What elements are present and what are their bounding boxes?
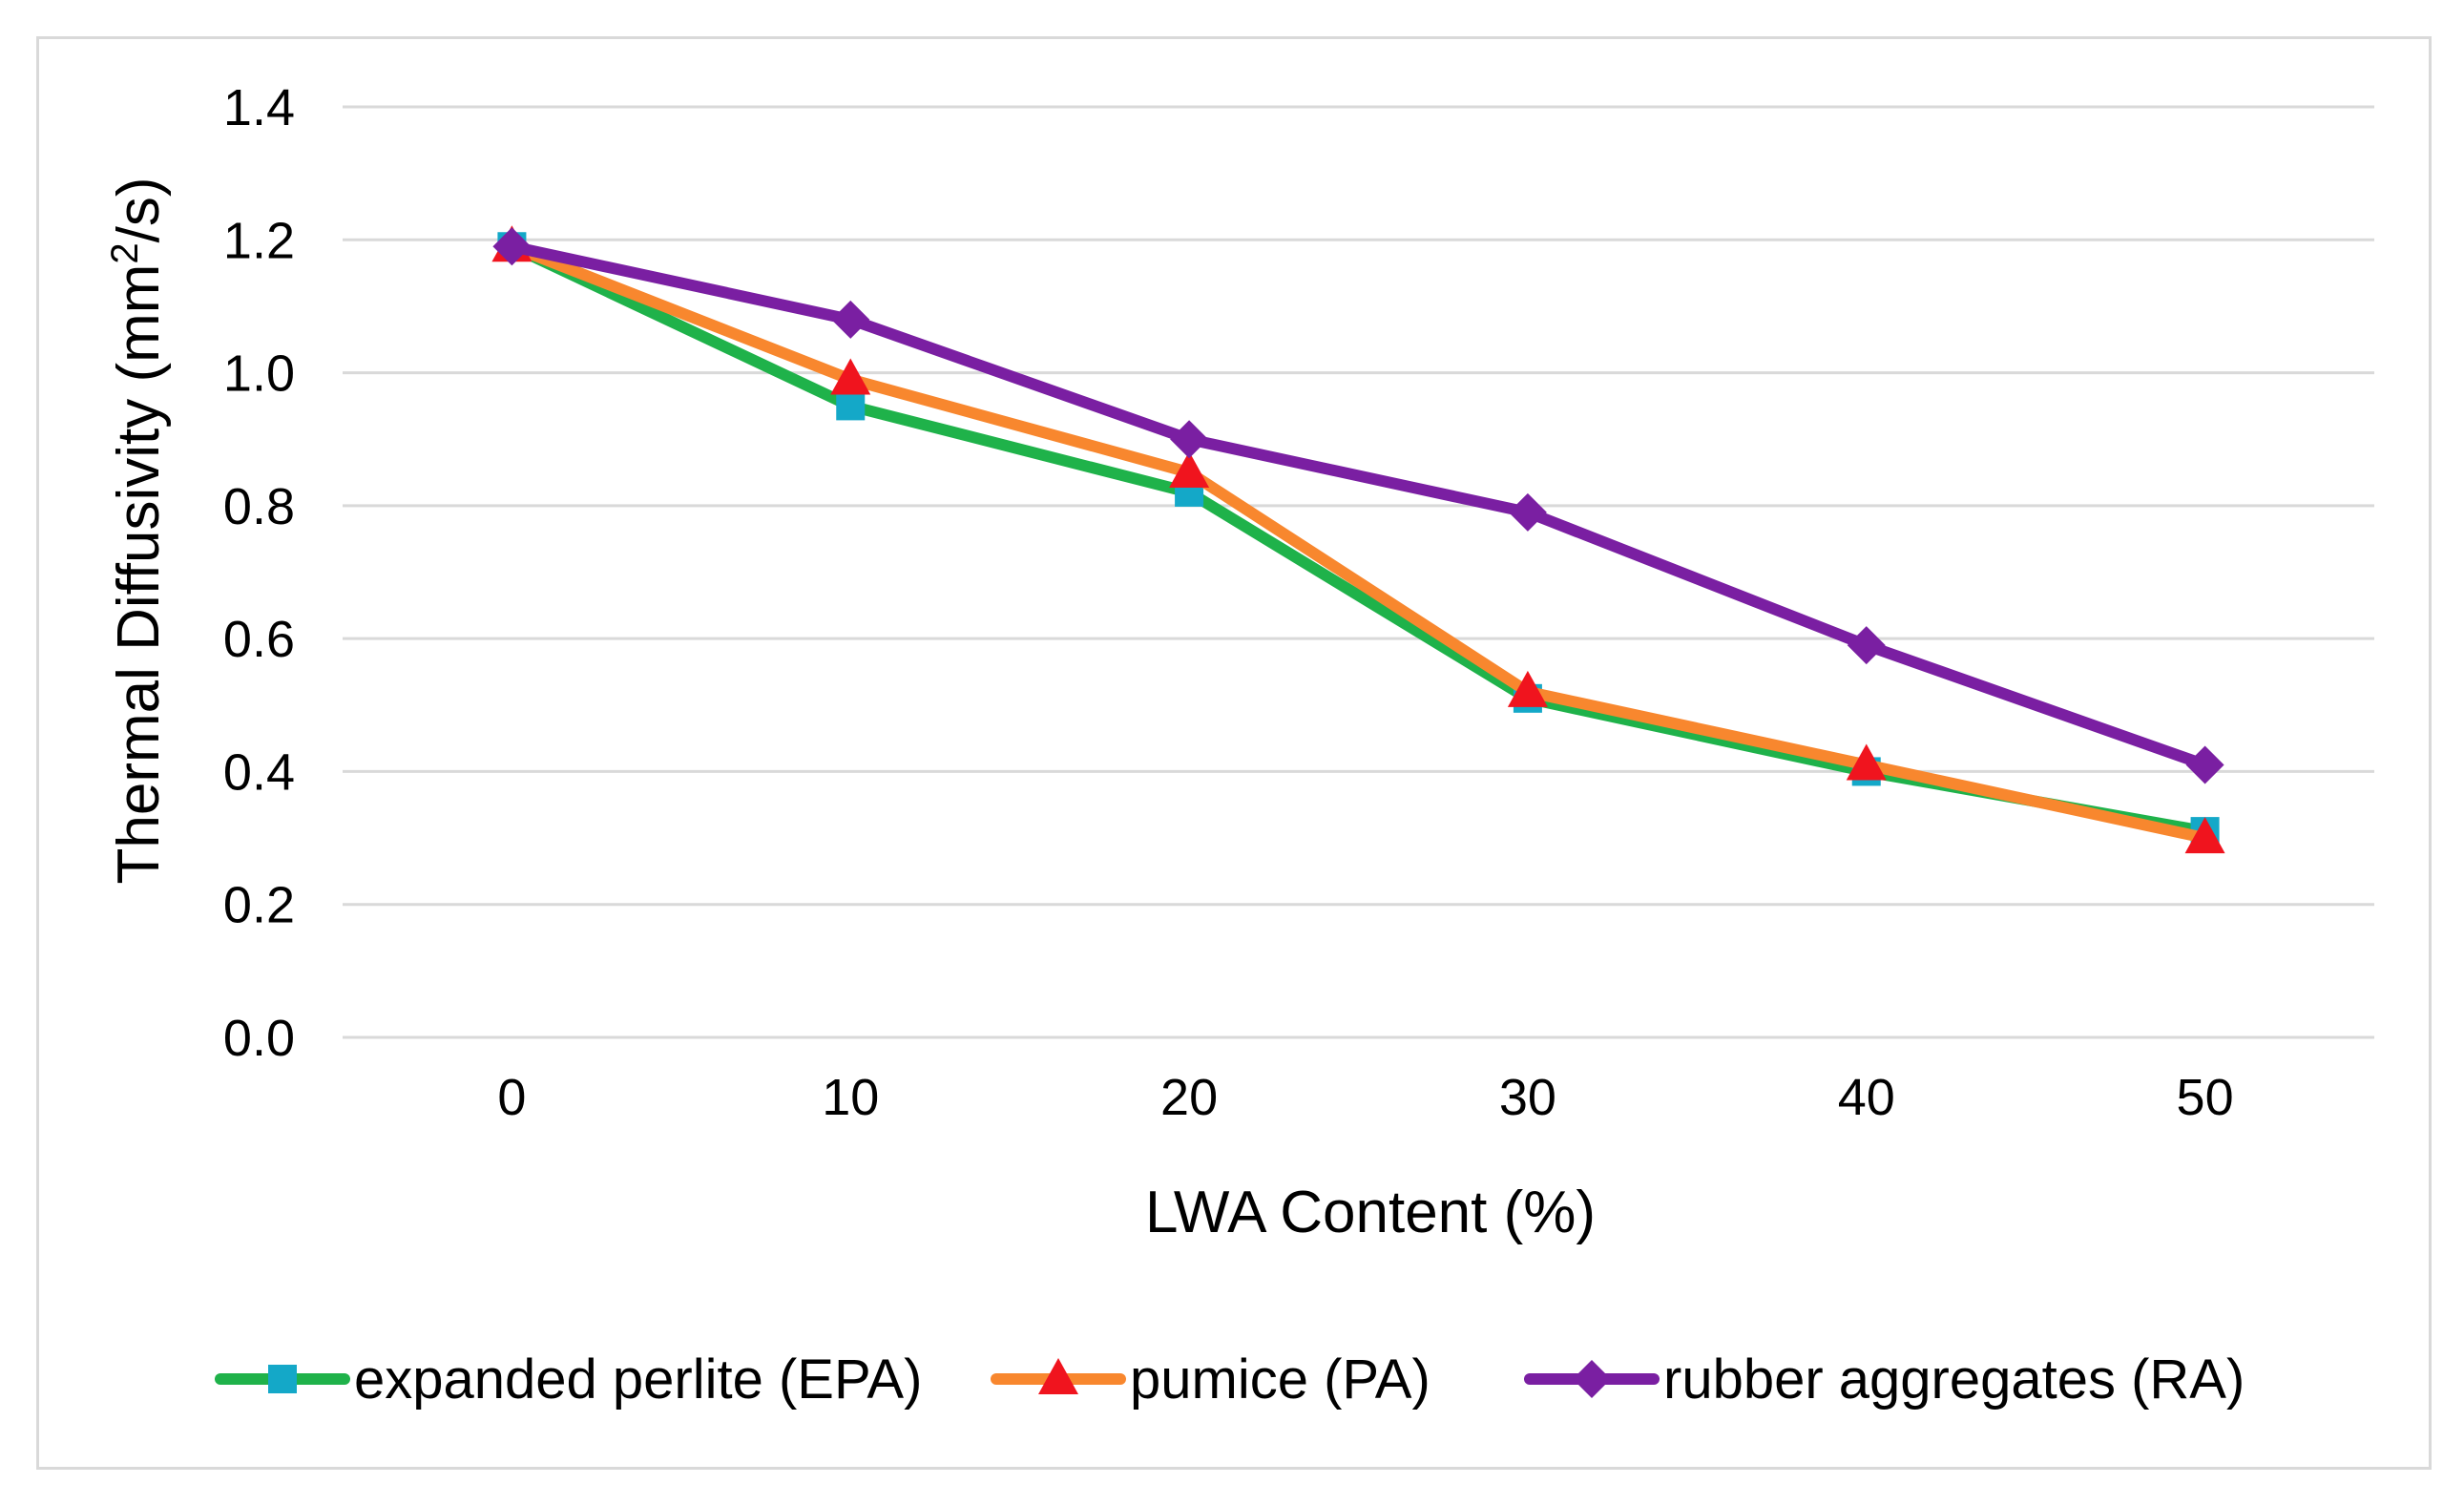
y-tick-label: 1.4 xyxy=(223,79,295,136)
y-tick-label: 0.4 xyxy=(223,743,295,801)
y-tick-label: 0.6 xyxy=(223,611,295,668)
series-0 xyxy=(497,232,2220,847)
line-chart: 0.0 0.2 0.4 0.6 0.8 1.0 1.2 1.4 0 10 20 30 40 50 The… xyxy=(104,79,2374,1411)
data-point xyxy=(1846,743,1887,781)
y-tick-labels: 0.0 0.2 0.4 0.6 0.8 1.0 1.2 1.4 xyxy=(223,79,295,1067)
data-point xyxy=(1847,626,1886,665)
legend: expanded perlite (EPA) pumice (PA) rubber … xyxy=(215,1348,2245,1411)
data-point xyxy=(1507,670,1548,707)
legend-label: rubber aggregates (RA) xyxy=(1663,1348,2245,1411)
legend-marker xyxy=(1038,1358,1078,1394)
data-point xyxy=(831,300,870,339)
data-point xyxy=(1508,492,1547,532)
y-tick-label: 1.2 xyxy=(223,212,295,269)
x-axis-title: LWA Content (%) xyxy=(1145,1180,1596,1245)
x-tick-label: 40 xyxy=(1838,1069,1895,1126)
legend-item: pumice (PA) xyxy=(991,1348,1430,1411)
x-tick-label: 0 xyxy=(497,1069,526,1126)
data-point xyxy=(1169,451,1210,489)
series-1 xyxy=(491,225,2225,854)
x-tick-label: 20 xyxy=(1160,1069,1218,1126)
legend-marker xyxy=(268,1365,297,1393)
legend-label: expanded perlite (EPA) xyxy=(354,1348,922,1411)
legend-item: expanded perlite (EPA) xyxy=(215,1348,922,1411)
x-tick-label: 30 xyxy=(1499,1069,1556,1126)
data-point xyxy=(1170,420,1209,459)
series-line xyxy=(506,240,2211,771)
x-tick-label: 10 xyxy=(822,1069,879,1126)
data-point xyxy=(492,227,532,266)
x-tick-label: 50 xyxy=(2177,1069,2234,1126)
data-point xyxy=(2184,817,2225,854)
series-layer xyxy=(491,225,2225,854)
series-2 xyxy=(492,227,2224,784)
y-tick-label: 1.0 xyxy=(223,345,295,403)
y-tick-label: 0.8 xyxy=(223,478,295,535)
series-line xyxy=(506,240,2211,838)
chart-frame: 0.0 0.2 0.4 0.6 0.8 1.0 1.2 1.4 0 10 20 30 40 50 The… xyxy=(36,36,2432,1470)
data-point xyxy=(836,391,866,421)
y-tick-label: 0.0 xyxy=(223,1010,295,1067)
legend-label: pumice (PA) xyxy=(1130,1348,1430,1411)
y-axis-title: Thermal Diffusivity (mm2/s) xyxy=(104,177,172,884)
x-tick-labels: 0 10 20 30 40 50 xyxy=(497,1069,2233,1126)
gridlines xyxy=(343,105,2374,1039)
y-tick-label: 0.2 xyxy=(223,877,295,934)
series-line xyxy=(506,240,2211,845)
data-point xyxy=(2185,745,2224,784)
legend-item: rubber aggregates (RA) xyxy=(1524,1348,2245,1411)
legend-marker xyxy=(1573,1360,1611,1398)
data-point xyxy=(830,358,871,395)
